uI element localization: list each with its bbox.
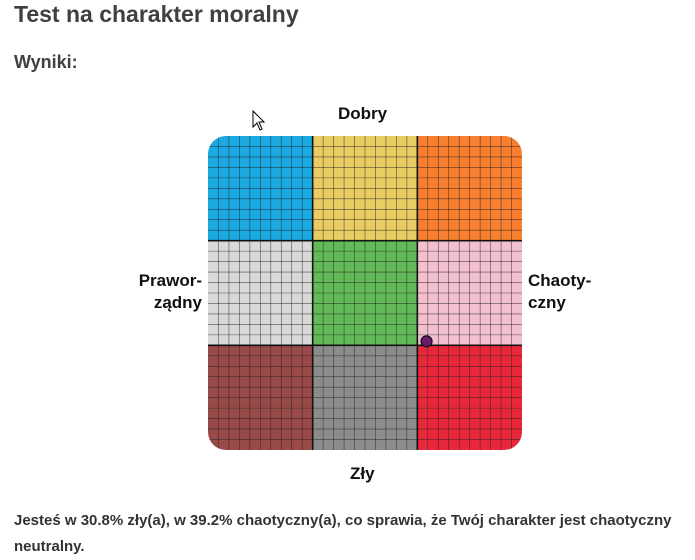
page-title: Test na charakter moralny <box>14 1 299 27</box>
axis-label-lawful-line-1: Prawor- <box>138 271 202 290</box>
result-point <box>420 335 433 348</box>
mouse-cursor-icon <box>252 110 266 131</box>
results-heading: Wyniki: <box>14 52 78 72</box>
axis-label-evil: Zły <box>350 464 375 483</box>
axis-label-chaotic-line-1: Chaoty- <box>528 271 592 290</box>
result-text: Jesteś w 30.8% zły(a), w 39.2% chaotyczn… <box>14 512 672 555</box>
axis-label-good: Dobry <box>338 104 388 123</box>
axis-label-chaotic: Chaoty- czny <box>528 270 591 314</box>
axis-label-chaotic-line-2: czny <box>528 293 566 312</box>
axis-label-lawful: Prawor- ządny <box>110 270 202 314</box>
alignment-chart <box>208 136 522 450</box>
axis-label-lawful-line-2: ządny <box>153 293 202 312</box>
